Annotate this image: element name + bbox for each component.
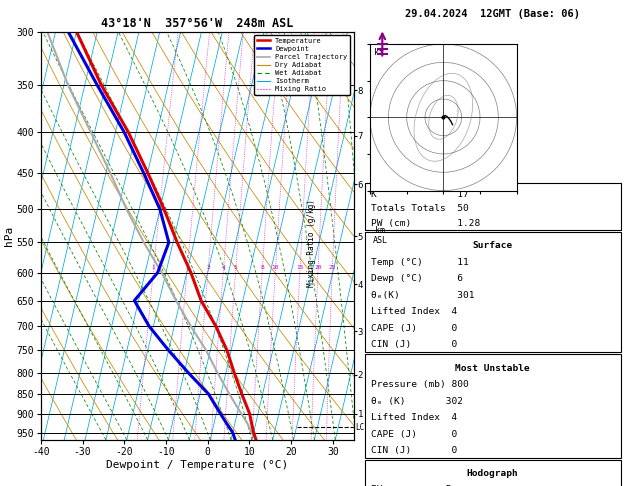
Text: 4: 4	[221, 265, 225, 270]
Y-axis label: hPa: hPa	[4, 226, 14, 246]
Text: CIN (J)       0: CIN (J) 0	[371, 340, 458, 349]
Text: 15: 15	[296, 265, 304, 270]
Text: Lifted Index  4: Lifted Index 4	[371, 307, 458, 316]
Text: 20: 20	[314, 265, 322, 270]
Text: 25: 25	[328, 265, 336, 270]
Text: Totals Totals  50: Totals Totals 50	[371, 205, 469, 213]
Text: Mixing Ratio (g/kg): Mixing Ratio (g/kg)	[307, 199, 316, 287]
Text: kt: kt	[374, 48, 384, 57]
Text: LCL: LCL	[355, 422, 369, 432]
Text: CIN (J)       0: CIN (J) 0	[371, 446, 458, 455]
Text: 8: 8	[260, 265, 264, 270]
FancyBboxPatch shape	[365, 232, 621, 352]
X-axis label: Dewpoint / Temperature (°C): Dewpoint / Temperature (°C)	[106, 460, 288, 469]
Text: EH           5: EH 5	[371, 485, 452, 486]
Text: 5: 5	[234, 265, 238, 270]
FancyBboxPatch shape	[365, 183, 621, 229]
Text: 3: 3	[206, 265, 210, 270]
Text: θₑ(K)          301: θₑ(K) 301	[371, 291, 475, 300]
Text: 1: 1	[152, 265, 155, 270]
FancyBboxPatch shape	[365, 460, 621, 486]
Text: Temp (°C)      11: Temp (°C) 11	[371, 258, 469, 267]
Text: CAPE (J)      0: CAPE (J) 0	[371, 324, 458, 332]
FancyBboxPatch shape	[365, 354, 621, 458]
Text: Dewp (°C)      6: Dewp (°C) 6	[371, 274, 464, 283]
Text: Lifted Index  4: Lifted Index 4	[371, 413, 458, 422]
Title: 43°18'N  357°56'W  248m ASL: 43°18'N 357°56'W 248m ASL	[101, 17, 294, 31]
Legend: Temperature, Dewpoint, Parcel Trajectory, Dry Adiabat, Wet Adiabat, Isotherm, Mi: Temperature, Dewpoint, Parcel Trajectory…	[254, 35, 350, 95]
Text: 2: 2	[186, 265, 189, 270]
Text: Hodograph: Hodograph	[467, 469, 518, 478]
Text: 10: 10	[272, 265, 279, 270]
Text: PW (cm)        1.28: PW (cm) 1.28	[371, 219, 481, 227]
Text: CAPE (J)      0: CAPE (J) 0	[371, 430, 458, 439]
Y-axis label: km
ASL: km ASL	[372, 226, 387, 245]
Text: 29.04.2024  12GMT (Base: 06): 29.04.2024 12GMT (Base: 06)	[405, 9, 580, 19]
Text: Pressure (mb) 800: Pressure (mb) 800	[371, 380, 469, 389]
Text: θₑ (K)       302: θₑ (K) 302	[371, 397, 464, 406]
Text: Surface: Surface	[472, 241, 513, 250]
Text: Most Unstable: Most Unstable	[455, 364, 530, 373]
Text: K              17: K 17	[371, 190, 469, 199]
